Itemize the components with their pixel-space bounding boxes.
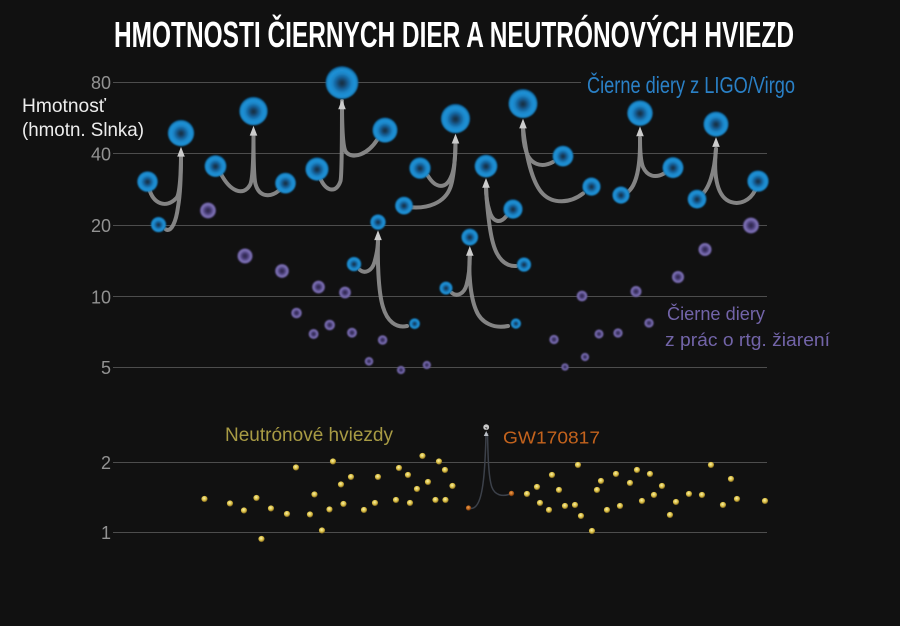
- svg-text:z prác o rtg. žiarení: z prác o rtg. žiarení: [665, 330, 830, 350]
- svg-text:Neutrónové hviezdy: Neutrónové hviezdy: [225, 425, 393, 446]
- svg-text:?: ?: [485, 426, 488, 431]
- svg-text:5: 5: [101, 358, 111, 378]
- svg-text:GW170817: GW170817: [503, 428, 600, 448]
- svg-text:Čierne diery z LIGO/Virgo: Čierne diery z LIGO/Virgo: [587, 71, 795, 98]
- svg-text:Čierne diery: Čierne diery: [667, 303, 765, 324]
- svg-text:20: 20: [91, 216, 111, 236]
- svg-text:Hmotnosť: Hmotnosť: [22, 95, 107, 117]
- svg-text:2: 2: [101, 453, 111, 473]
- svg-text:(hmotn. Slnka): (hmotn. Slnka): [22, 119, 144, 141]
- svg-text:1: 1: [101, 523, 111, 543]
- svg-text:40: 40: [91, 145, 111, 165]
- svg-text:10: 10: [91, 288, 111, 308]
- svg-text:HMOTNOSTI ČIERNYCH DIER A NEUT: HMOTNOSTI ČIERNYCH DIER A NEUTRÓNOVÝCH H…: [114, 13, 794, 55]
- svg-text:80: 80: [91, 73, 111, 93]
